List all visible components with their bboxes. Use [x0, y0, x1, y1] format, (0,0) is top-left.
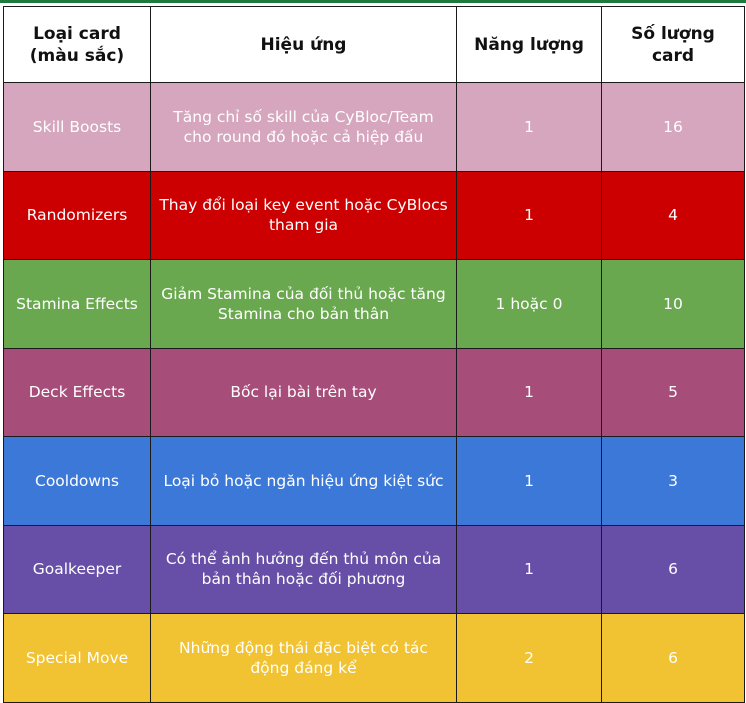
count-cell: 16 — [601, 82, 745, 172]
energy-cell: 2 — [456, 613, 602, 703]
energy-cell: 1 — [456, 170, 602, 260]
card-type-cell: Stamina Effects — [3, 259, 151, 349]
effect-cell: Thay đổi loại key event hoặc CyBlocs tha… — [150, 170, 457, 260]
effect-cell: Bốc lại bài trên tay — [150, 347, 457, 437]
header-energy: Năng lượng — [456, 6, 602, 83]
header-count-label: Số lượng card — [631, 23, 715, 66]
table-row: Deck Effects Bốc lại bài trên tay 1 5 — [3, 347, 745, 437]
energy-cell: 1 — [456, 524, 602, 614]
card-type-cell: Special Move — [3, 613, 151, 703]
count-cell: 5 — [601, 347, 745, 437]
energy-cell: 1 — [456, 82, 602, 172]
table-row: Randomizers Thay đổi loại key event hoặc… — [3, 170, 745, 260]
header-card-type-label: Loại card (màu sắc) — [29, 23, 125, 66]
card-type-cell: Deck Effects — [3, 347, 151, 437]
table-row: Goalkeeper Có thể ảnh hưởng đến thủ môn … — [3, 524, 745, 614]
table-row: Skill Boosts Tăng chỉ số skill của CyBlo… — [3, 82, 745, 172]
card-type-cell: Skill Boosts — [3, 82, 151, 172]
energy-cell: 1 — [456, 436, 602, 526]
energy-cell: 1 — [456, 347, 602, 437]
header-card-type: Loại card (màu sắc) — [3, 6, 151, 83]
header-row: Loại card (màu sắc) Hiệu ứng Năng lượng … — [3, 6, 745, 83]
table-row: Special Move Những động thái đặc biệt có… — [3, 613, 745, 703]
card-type-cell: Randomizers — [3, 170, 151, 260]
count-cell: 4 — [601, 170, 745, 260]
header-effect-label: Hiệu ứng — [260, 34, 347, 55]
effect-cell: Những động thái đặc biệt có tác động đán… — [150, 613, 457, 703]
header-energy-label: Năng lượng — [474, 34, 584, 55]
effect-cell: Có thể ảnh hưởng đến thủ môn của bản thâ… — [150, 524, 457, 614]
energy-cell: 1 hoặc 0 — [456, 259, 602, 349]
effect-cell: Tăng chỉ số skill của CyBloc/Team cho ro… — [150, 82, 457, 172]
table-row: Stamina Effects Giảm Stamina của đối thủ… — [3, 259, 745, 349]
count-cell: 3 — [601, 436, 745, 526]
card-type-cell: Goalkeeper — [3, 524, 151, 614]
card-types-table: Loại card (màu sắc) Hiệu ứng Năng lượng … — [3, 6, 745, 703]
count-cell: 6 — [601, 524, 745, 614]
count-cell: 6 — [601, 613, 745, 703]
effect-cell: Giảm Stamina của đối thủ hoặc tăng Stami… — [150, 259, 457, 349]
header-effect: Hiệu ứng — [150, 6, 457, 83]
card-type-cell: Cooldowns — [3, 436, 151, 526]
table-row: Cooldowns Loại bỏ hoặc ngăn hiệu ứng kiệ… — [3, 436, 745, 526]
count-cell: 10 — [601, 259, 745, 349]
effect-cell: Loại bỏ hoặc ngăn hiệu ứng kiệt sức — [150, 436, 457, 526]
header-count: Số lượng card — [601, 6, 745, 83]
